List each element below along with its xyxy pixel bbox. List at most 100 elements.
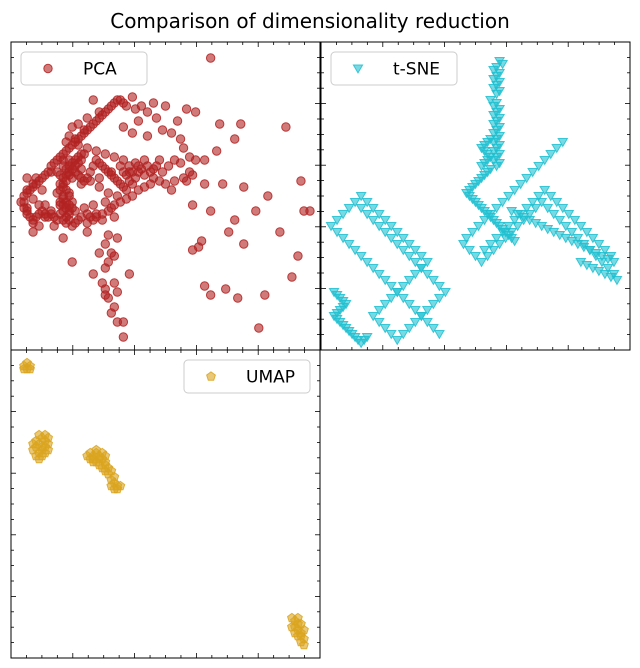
pca-point — [154, 155, 165, 165]
pca-point — [199, 281, 210, 291]
pca-point — [37, 185, 47, 195]
t-sne-point — [497, 228, 509, 238]
pca-point — [34, 221, 44, 231]
t-sne-point — [527, 168, 539, 178]
t-sne-point — [379, 276, 391, 286]
t-sne-point — [560, 222, 572, 232]
t-sne-point — [500, 234, 512, 244]
pca-point — [199, 179, 210, 189]
t-sne-point — [539, 186, 551, 196]
pca-point — [187, 200, 198, 210]
t-sne-point — [403, 276, 415, 286]
t-sne-point — [464, 246, 475, 256]
t-sne-point — [355, 252, 367, 262]
pca-point — [67, 203, 77, 213]
pca-point — [109, 278, 120, 288]
t-sne-point — [521, 204, 533, 214]
pca-point — [106, 308, 117, 318]
t-sne-point — [491, 90, 503, 100]
t-sne-point — [397, 330, 409, 340]
pca-point — [82, 227, 92, 237]
t-sne-point — [533, 192, 545, 202]
legend-pca: PCA — [20, 51, 148, 86]
t-sne-point — [379, 228, 391, 238]
panel-umap: UMAP — [10, 349, 321, 659]
t-sne-point — [379, 300, 391, 310]
pca-point — [94, 182, 104, 192]
series-pca — [16, 53, 315, 342]
pca-point — [172, 116, 183, 126]
t-sne-point — [391, 240, 403, 250]
pca-point — [169, 176, 180, 186]
legend-label: t-SNE — [393, 60, 440, 80]
t-sne-point — [391, 336, 403, 346]
t-sne-point — [596, 258, 608, 268]
umap-point — [115, 480, 126, 491]
pca-point — [94, 248, 104, 258]
series-umap — [19, 357, 309, 650]
t-sne-point — [608, 270, 620, 280]
t-sne-point — [361, 198, 373, 208]
pca-point — [305, 206, 315, 216]
t-sne-point — [439, 288, 451, 298]
t-sne-point — [467, 228, 478, 238]
legend-umap: UMAP — [183, 359, 311, 394]
pca-point — [121, 101, 132, 111]
t-sne-point — [391, 228, 403, 238]
t-sne-point — [337, 210, 349, 220]
pca-point — [148, 98, 159, 108]
umap-point — [91, 444, 102, 455]
t-sne-point — [512, 222, 524, 232]
t-sne-point — [349, 198, 361, 208]
t-sne-point — [460, 234, 472, 244]
t-sne-point — [427, 300, 439, 310]
umap-point — [286, 621, 297, 632]
t-sne-point — [536, 198, 548, 208]
t-sne-point — [563, 210, 575, 220]
t-sne-point — [379, 324, 391, 334]
pca-point — [88, 269, 98, 279]
pca-point — [287, 272, 297, 282]
pca-point — [112, 233, 123, 243]
t-sne-point — [530, 204, 542, 214]
pca-point — [28, 194, 38, 204]
pca-point — [28, 227, 38, 237]
pca-point — [88, 95, 98, 105]
t-sne-point — [403, 252, 415, 262]
t-sne-point — [590, 252, 602, 262]
pca-point — [130, 104, 141, 114]
t-sne-point — [533, 162, 545, 172]
pca-point — [124, 269, 135, 279]
t-sne-point — [385, 330, 397, 340]
panel-t-sne: t-SNE — [320, 41, 631, 351]
axes-frame — [10, 349, 321, 659]
t-sne-point — [491, 204, 503, 214]
umap-point — [88, 456, 99, 467]
t-sne-point — [518, 216, 530, 226]
t-sne-point — [584, 246, 596, 256]
t-sne-point — [415, 252, 427, 262]
t-sne-point — [593, 240, 605, 250]
pca-point — [254, 323, 264, 333]
pca-point — [142, 107, 153, 117]
t-sne-point — [367, 264, 379, 274]
t-sne-point — [545, 150, 557, 160]
t-sne-point — [367, 216, 379, 226]
t-sne-point — [433, 330, 445, 340]
t-sne-point — [509, 237, 521, 247]
t-sne-point — [331, 228, 343, 238]
t-sne-point — [587, 234, 599, 244]
pca-point — [181, 104, 192, 114]
pca-point — [260, 290, 270, 300]
t-sne-point — [548, 210, 560, 220]
t-sne-point — [473, 222, 484, 232]
t-sne-point — [349, 246, 361, 256]
pca-point — [239, 239, 249, 249]
pca-point — [82, 113, 92, 123]
t-sne-point — [397, 294, 409, 304]
axis-ticks — [11, 350, 320, 658]
umap-point — [299, 639, 309, 650]
pca-point — [166, 128, 177, 138]
t-sne-point — [566, 228, 578, 238]
t-sne-point — [494, 240, 506, 250]
